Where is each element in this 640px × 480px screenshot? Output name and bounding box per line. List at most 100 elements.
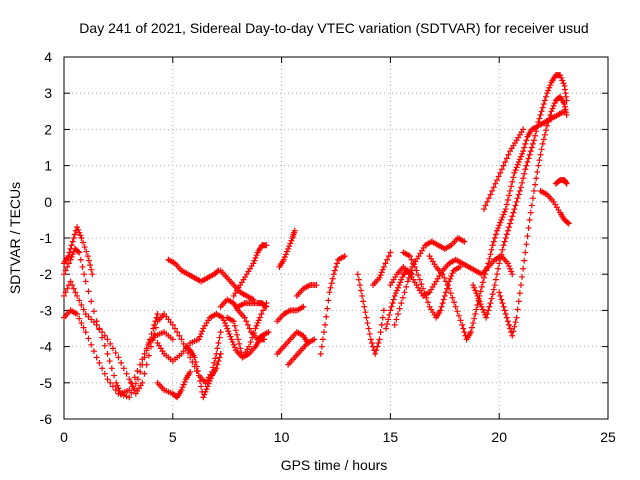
data-point <box>542 127 549 134</box>
data-point <box>250 260 257 267</box>
data-point <box>514 161 521 168</box>
data-point <box>328 280 335 287</box>
data-point <box>501 208 508 215</box>
data-point <box>222 320 229 327</box>
data-point <box>420 285 427 292</box>
data-point <box>377 272 384 279</box>
data-point <box>76 315 83 322</box>
data-point <box>215 267 222 274</box>
data-point <box>376 336 383 343</box>
data-point <box>416 276 423 283</box>
data-point <box>472 287 479 294</box>
data-point <box>525 225 532 232</box>
data-point <box>440 296 447 303</box>
data-point <box>383 325 390 332</box>
data-point <box>403 283 410 290</box>
data-point <box>503 155 510 162</box>
data-point <box>533 128 540 135</box>
data-point <box>329 275 336 282</box>
data-point <box>288 237 295 244</box>
data-point <box>534 123 541 130</box>
data-point <box>424 299 431 306</box>
data-point <box>141 354 148 361</box>
data-point <box>495 265 502 272</box>
data-point <box>217 329 224 336</box>
data-point <box>527 209 534 216</box>
data-point <box>250 296 257 303</box>
data-point <box>101 370 108 377</box>
data-point <box>517 184 524 191</box>
data-point <box>494 271 501 278</box>
data-point <box>83 248 90 255</box>
data-point <box>473 306 480 313</box>
data-point <box>441 292 448 299</box>
series-track-4 <box>61 224 96 278</box>
data-point <box>366 330 373 337</box>
data-point <box>461 329 468 336</box>
data-point <box>505 263 512 270</box>
data-point <box>531 187 538 194</box>
data-point <box>255 317 262 324</box>
data-point <box>544 122 551 129</box>
data-point <box>388 303 395 310</box>
data-point <box>499 300 506 307</box>
data-point <box>358 287 365 294</box>
data-point <box>176 332 183 339</box>
data-point <box>202 388 209 395</box>
data-point <box>507 187 514 194</box>
series-track-11 <box>235 300 270 310</box>
data-point <box>516 187 523 194</box>
data-point <box>108 365 115 372</box>
data-point <box>243 318 250 325</box>
series-track-16 <box>276 227 298 270</box>
data-point <box>359 292 366 299</box>
data-point <box>467 329 474 336</box>
data-point <box>75 248 82 255</box>
data-point <box>480 274 487 281</box>
data-point <box>565 220 572 227</box>
data-point <box>379 314 386 321</box>
data-point <box>341 253 348 260</box>
data-point <box>127 379 134 386</box>
data-point <box>96 325 103 332</box>
data-point <box>229 339 236 346</box>
data-point <box>179 384 186 391</box>
data-point <box>287 240 294 247</box>
data-point <box>438 303 445 310</box>
data-point <box>101 342 108 349</box>
data-point <box>551 100 558 107</box>
data-point <box>488 246 495 253</box>
data-point <box>284 248 291 255</box>
data-point <box>134 376 141 383</box>
data-point <box>322 321 329 328</box>
data-point <box>253 322 260 329</box>
data-point <box>393 316 400 323</box>
data-point <box>198 330 205 337</box>
data-point <box>546 84 553 91</box>
data-point <box>81 271 88 278</box>
data-point <box>386 311 393 318</box>
data-point <box>78 301 85 308</box>
data-point <box>509 178 516 185</box>
y-tick-label: -1 <box>40 230 53 246</box>
data-point <box>515 158 522 165</box>
data-point <box>61 292 67 299</box>
data-point <box>511 206 518 213</box>
data-point <box>487 300 494 307</box>
data-point <box>501 307 508 314</box>
data-point <box>263 242 270 249</box>
data-point <box>509 332 516 339</box>
data-point <box>226 330 233 337</box>
data-point <box>528 202 535 209</box>
data-point <box>87 262 94 269</box>
data-point <box>74 311 81 318</box>
data-point <box>67 245 74 252</box>
series-track-29 <box>480 126 527 213</box>
data-point <box>525 155 532 162</box>
series-track-27 <box>470 72 570 321</box>
data-point <box>498 296 505 303</box>
data-point <box>247 339 254 346</box>
data-point <box>291 227 298 234</box>
y-tick-label: -6 <box>40 411 53 427</box>
